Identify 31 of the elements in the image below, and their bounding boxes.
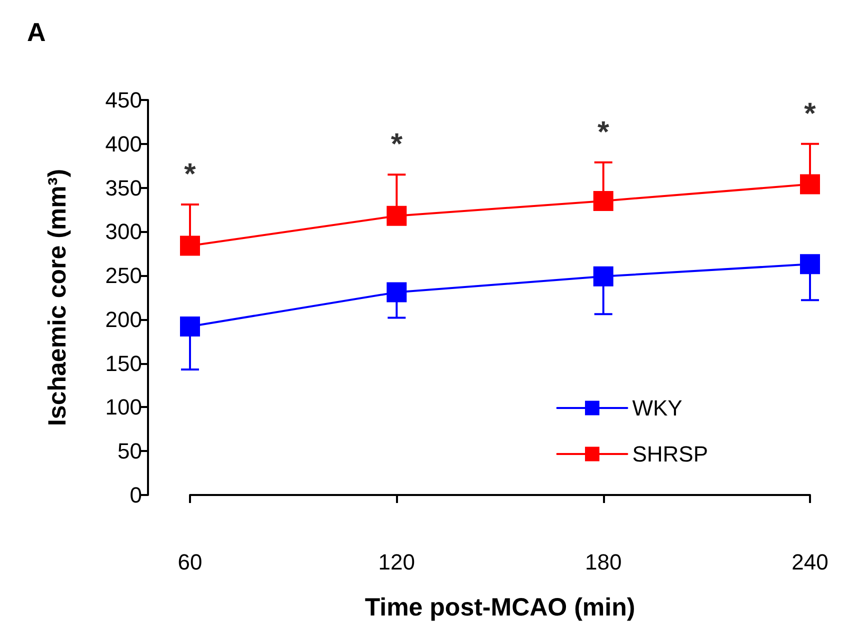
annotation: * <box>390 128 403 162</box>
y-tick-label: 100 <box>105 394 142 420</box>
annotation: * <box>804 97 816 130</box>
y-tick-label: 0 <box>130 482 142 508</box>
y-tick-label: 50 <box>118 438 142 464</box>
y-tick-label: 400 <box>105 131 142 156</box>
y-axis-title: Ischaemic core (mm³) <box>44 168 72 426</box>
y-tick-label: 150 <box>105 350 142 376</box>
point <box>180 316 200 336</box>
y-tick-label: 300 <box>105 219 142 244</box>
point <box>800 174 820 194</box>
annotation: * <box>184 158 196 191</box>
point <box>593 190 614 211</box>
x-axis-title: Time post-MCAO (min) <box>364 594 636 622</box>
legend-label: WKY <box>632 396 683 420</box>
y-tick-label: 350 <box>105 175 142 200</box>
x-tick-label: 240 <box>792 550 828 574</box>
annotation: * <box>597 116 610 149</box>
x-tick-label: 60 <box>178 550 202 574</box>
y-tick-label: 200 <box>105 306 142 332</box>
x-tick-label: 120 <box>378 550 416 574</box>
point <box>386 282 407 302</box>
x-tick-label: 180 <box>584 550 622 574</box>
y-tick-label: 250 <box>105 263 142 288</box>
point <box>593 266 614 286</box>
legend-label: SHRSP <box>632 442 708 466</box>
chart-title: A <box>27 17 46 47</box>
point <box>800 254 820 274</box>
point <box>386 206 407 226</box>
y-tick-label: 450 <box>105 88 142 112</box>
point <box>180 236 200 256</box>
